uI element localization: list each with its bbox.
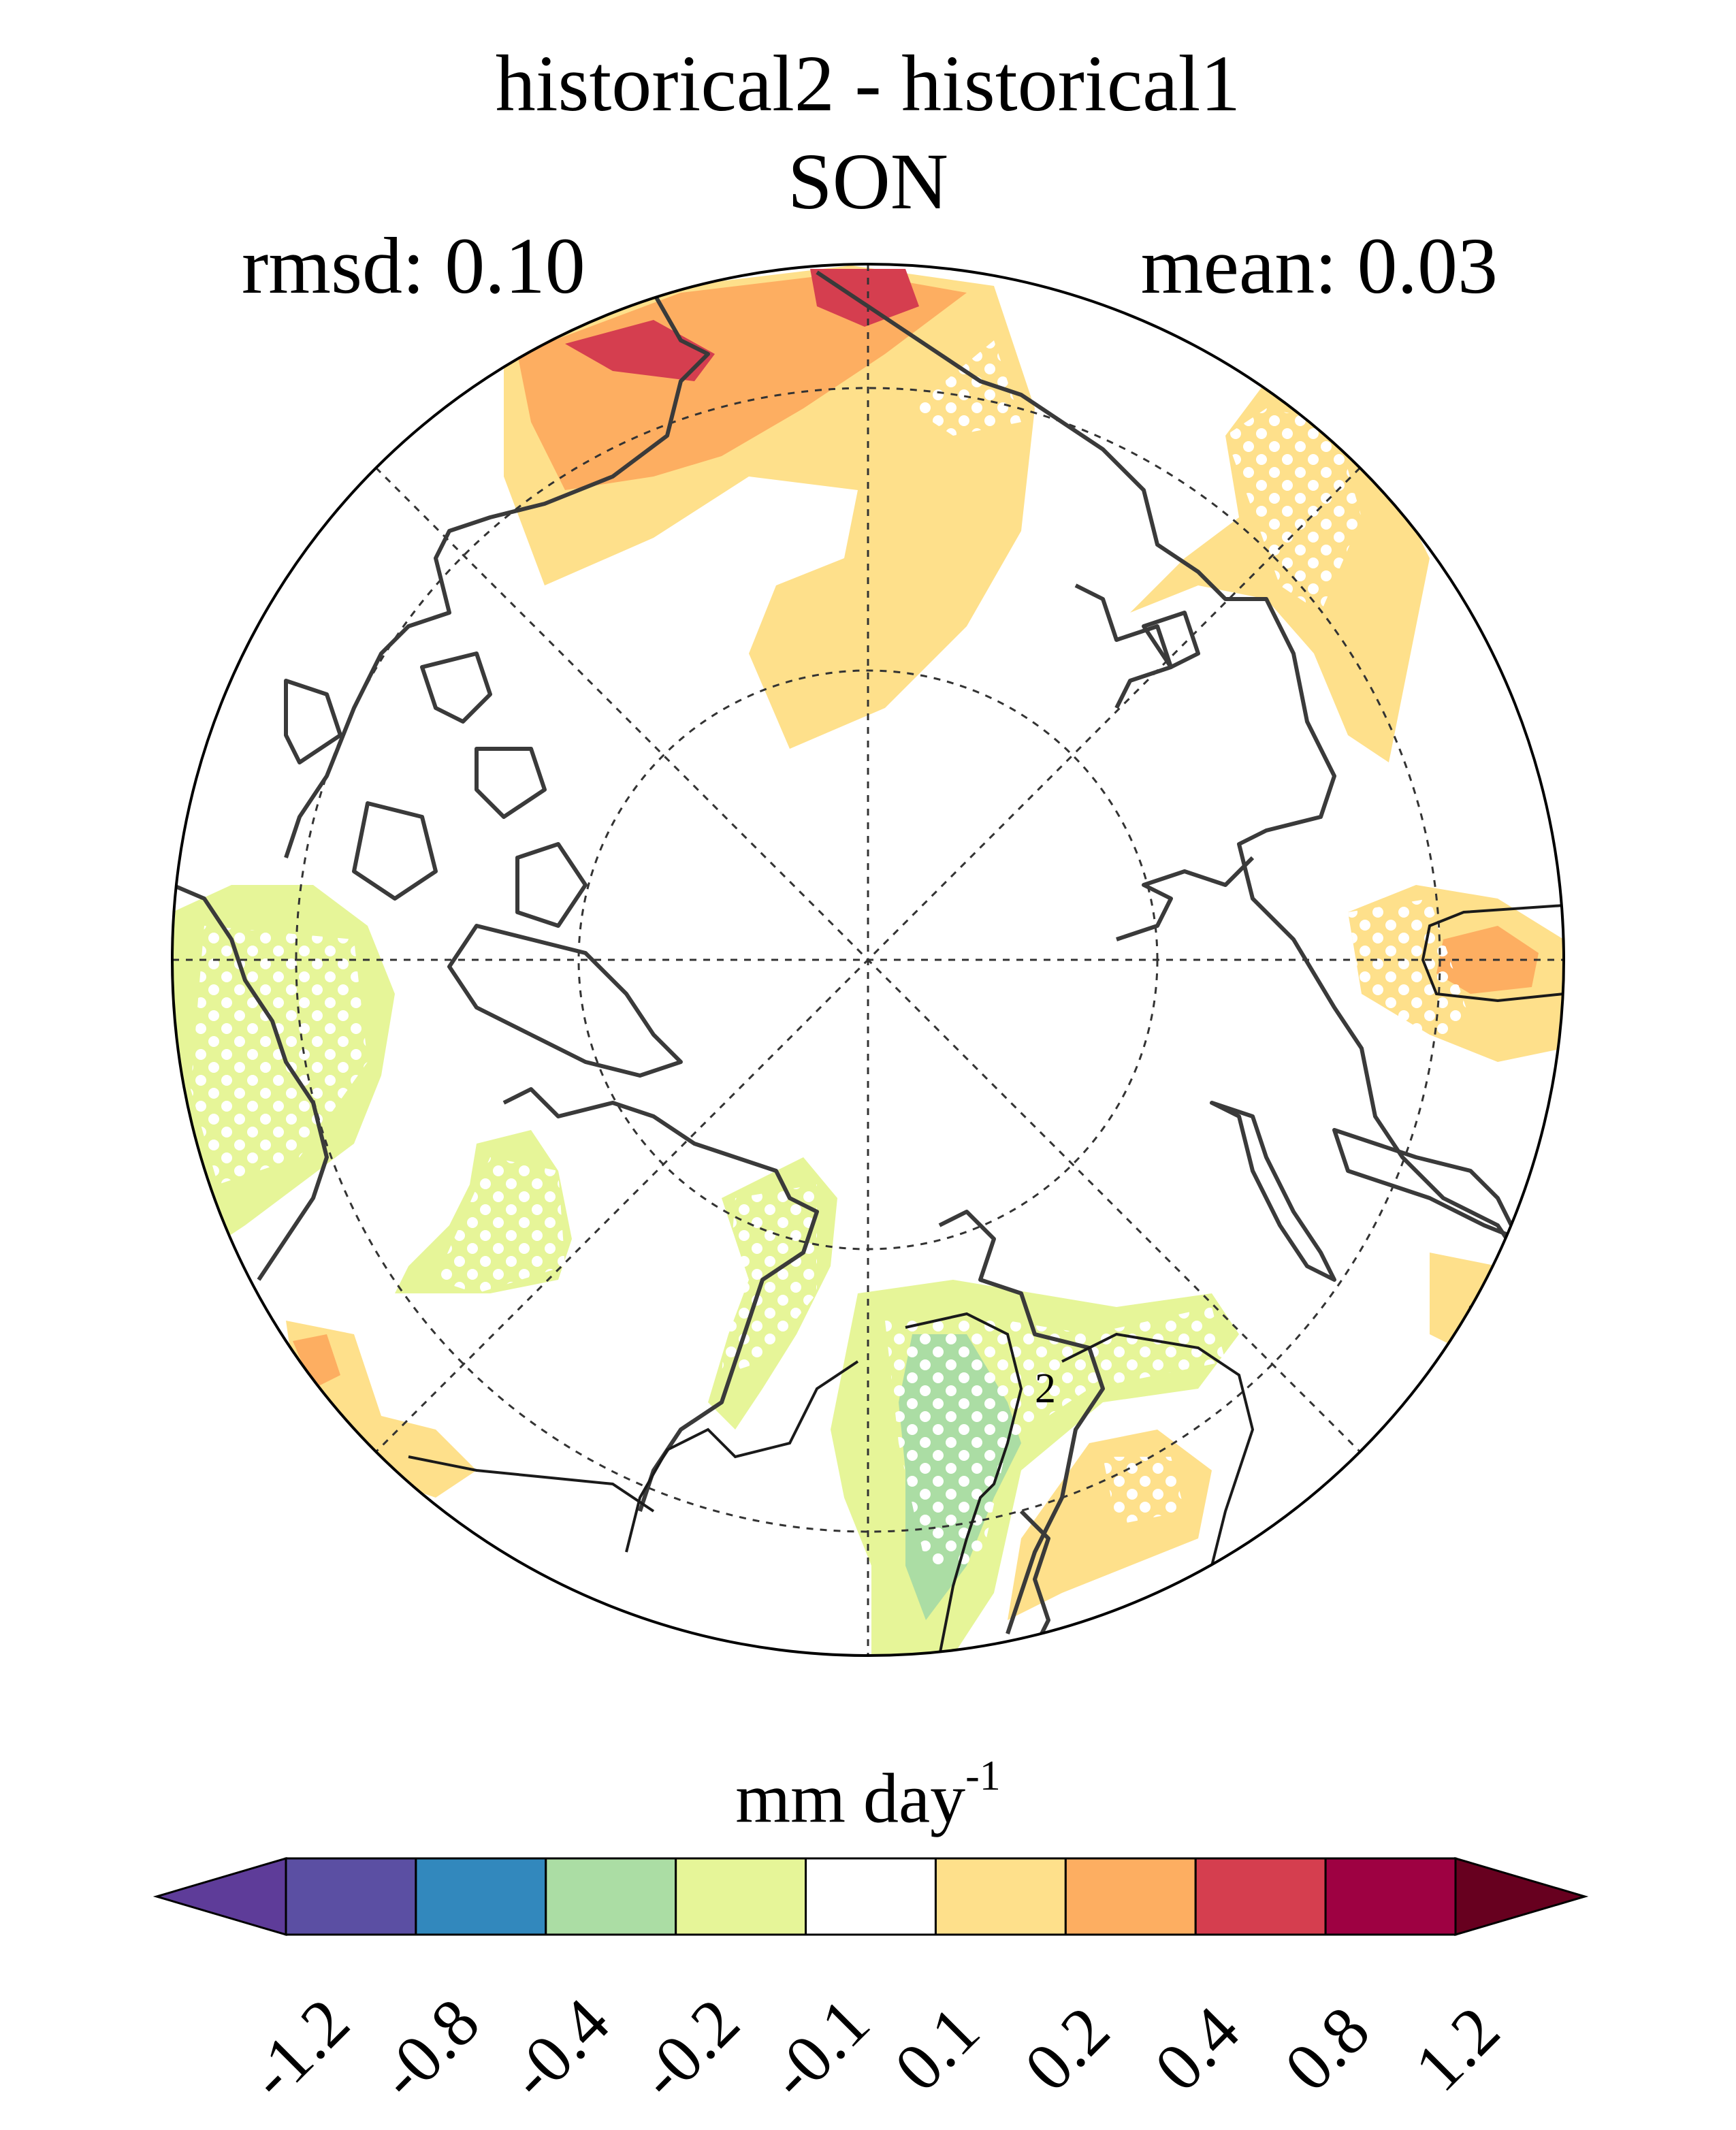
colorbar-box bbox=[1064, 1857, 1197, 1936]
coast-greenland bbox=[284, 291, 710, 858]
coast-kamchatka bbox=[1210, 1101, 1336, 1282]
coast-island-a bbox=[1142, 611, 1200, 669]
colorbar-box bbox=[415, 1857, 547, 1936]
colorbar-extend-high bbox=[1454, 1856, 1589, 1937]
coast-baffin bbox=[447, 924, 683, 1078]
coast-canada-islands bbox=[284, 651, 588, 928]
map-boundary bbox=[171, 263, 1565, 1657]
coast-scandinavia bbox=[1074, 583, 1173, 709]
contour-label: 2 bbox=[1035, 1366, 1056, 1412]
coast-north-america-west bbox=[172, 883, 329, 1281]
colorbar-box bbox=[805, 1857, 937, 1936]
coast-siberia bbox=[1116, 856, 1255, 941]
polar-map: 2 bbox=[171, 263, 1565, 1657]
season-subtitle: SON bbox=[787, 137, 949, 226]
colorbar-box bbox=[285, 1857, 417, 1936]
coastlines bbox=[172, 270, 1527, 1649]
coast-hudson bbox=[502, 1087, 819, 1512]
anomaly-region-asia-mid bbox=[1436, 926, 1539, 994]
colorbar-units: mm day-1 bbox=[735, 1753, 1001, 1838]
colorbar-box bbox=[1194, 1857, 1327, 1936]
coast-greenland-east bbox=[816, 270, 1527, 1268]
anomaly-region-america-sw-mid bbox=[293, 1334, 340, 1389]
colorbar-box bbox=[934, 1857, 1067, 1936]
coast-aleutian-arc bbox=[1019, 1509, 1050, 1649]
graticule bbox=[172, 264, 1564, 1656]
rmsd-label: rmsd: 0.10 bbox=[242, 221, 585, 310]
colorbar-box bbox=[1324, 1857, 1457, 1936]
colorbar-box bbox=[545, 1857, 677, 1936]
colorbar-box bbox=[675, 1857, 807, 1936]
mean-label: mean: 0.03 bbox=[1140, 221, 1498, 310]
plot-title: historical2 - historical1 bbox=[495, 39, 1241, 128]
anomaly-region-north-atlantic-strong-2 bbox=[810, 269, 919, 327]
colorbar-extend-low bbox=[152, 1856, 287, 1937]
